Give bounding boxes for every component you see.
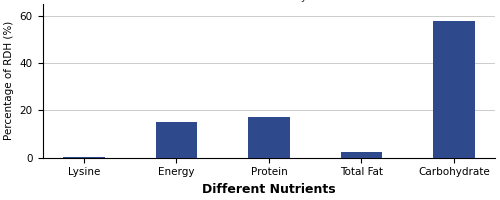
Bar (433, 21, 475, 158)
Bar (63, 157, 105, 158)
Text: www.dietandfitnesstoday.com: www.dietandfitnesstoday.com (166, 0, 334, 2)
X-axis label: Different Nutrients: Different Nutrients (202, 183, 336, 196)
Bar (156, 122, 198, 158)
Y-axis label: Percentage of RDH (%): Percentage of RDH (%) (4, 21, 14, 140)
Bar (340, 152, 382, 158)
Bar (248, 117, 290, 158)
